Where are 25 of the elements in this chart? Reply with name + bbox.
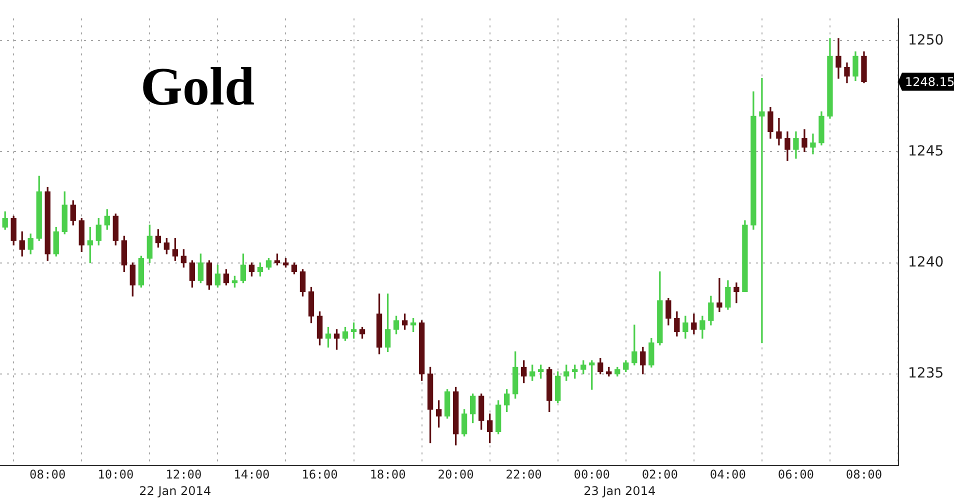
y-tick-label: 1240 — [908, 254, 944, 270]
text: 22 Jan 2014 — [139, 484, 212, 498]
y-tick-label: 1250 — [908, 32, 944, 48]
x-tick-label: 18:00 — [370, 467, 406, 482]
x-tick-label: 08:00 — [846, 467, 882, 482]
candlestick — [810, 134, 816, 154]
x-tick-label: 22:00 — [506, 467, 542, 482]
text: 1248.15 — [905, 74, 954, 89]
candlestick — [734, 282, 740, 304]
text: Gold — [140, 56, 255, 116]
x-tick-label: 00:00 — [574, 467, 610, 482]
x-tick-label: 20:00 — [438, 467, 474, 482]
x-tick-label: 04:00 — [710, 467, 746, 482]
candlestick — [716, 278, 722, 312]
text: 23 Jan 2014 — [584, 484, 656, 498]
x-tick-label: 02:00 — [642, 467, 678, 482]
x-tick-label: 14:00 — [234, 467, 270, 482]
candlestick — [776, 118, 782, 146]
x-tick-label: 06:00 — [778, 467, 814, 482]
y-tick-label: 1235 — [908, 366, 944, 382]
x-tick-label: 12:00 — [166, 467, 202, 482]
x-tick-label: 10:00 — [98, 467, 134, 482]
x-tick-label: 08:00 — [30, 467, 66, 482]
x-tick-label: 16:00 — [302, 467, 338, 482]
y-tick-label: 1245 — [908, 143, 944, 160]
